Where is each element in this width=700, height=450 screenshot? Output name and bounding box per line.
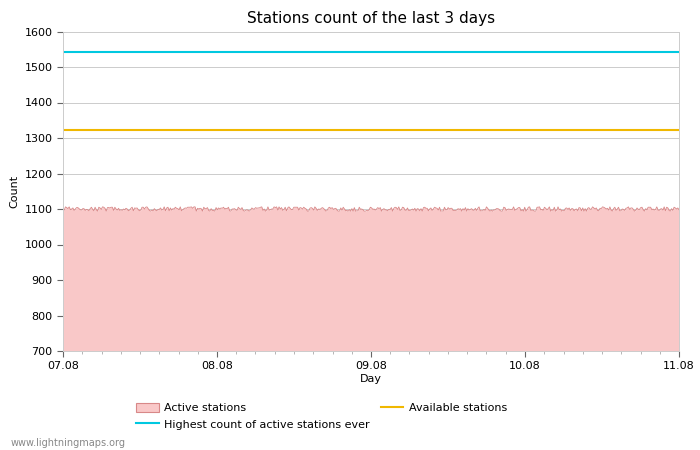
Text: www.lightningmaps.org: www.lightningmaps.org <box>10 437 125 447</box>
Legend: Active stations, Highest count of active stations ever, Available stations: Active stations, Highest count of active… <box>132 398 512 434</box>
Y-axis label: Count: Count <box>9 175 19 208</box>
X-axis label: Day: Day <box>360 374 382 384</box>
Title: Stations count of the last 3 days: Stations count of the last 3 days <box>247 11 495 26</box>
